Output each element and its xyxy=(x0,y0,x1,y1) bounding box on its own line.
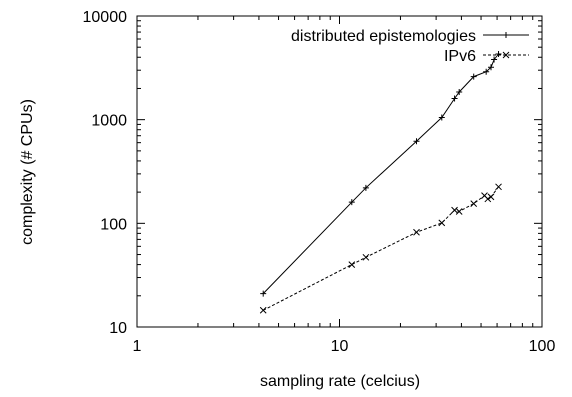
data-point xyxy=(483,68,490,75)
data-point xyxy=(487,193,495,201)
legend-marker xyxy=(502,51,510,59)
data-point xyxy=(362,184,369,191)
series-0 xyxy=(260,50,502,297)
data-point xyxy=(259,306,267,314)
legend: distributed epistemologies IPv6 xyxy=(291,28,529,65)
y-tick-label: 1000 xyxy=(91,113,127,130)
data-point xyxy=(451,95,458,102)
data-point xyxy=(260,290,267,297)
data-point xyxy=(495,183,502,191)
legend-marker xyxy=(503,32,509,38)
data-point xyxy=(456,88,463,95)
data-point xyxy=(484,195,492,203)
series-line xyxy=(262,186,499,311)
legend-label: distributed epistemologies xyxy=(291,28,476,45)
data-point xyxy=(470,73,477,80)
data-point xyxy=(438,219,446,227)
x-tick-label: 10 xyxy=(331,338,349,355)
y-tick-label: 10000 xyxy=(83,9,128,26)
y-tick-label: 10 xyxy=(109,320,127,337)
plot-frame xyxy=(136,15,543,328)
data-point xyxy=(438,114,445,121)
x-tick-label: 100 xyxy=(529,338,556,355)
y-axis-label: complexity (# CPUs) xyxy=(19,99,36,245)
data-point xyxy=(348,199,355,206)
data-point xyxy=(348,261,356,268)
data-point xyxy=(495,50,502,57)
x-axis-label: sampling rate (celcius) xyxy=(260,373,420,390)
data-point xyxy=(413,138,420,145)
data-point xyxy=(413,228,420,236)
legend-label: IPv6 xyxy=(444,48,476,65)
y-axis: 10 100 1000 10000 xyxy=(83,9,542,337)
x-axis: 1 10 100 xyxy=(133,16,556,355)
data-point xyxy=(488,64,495,71)
data-point xyxy=(362,253,370,261)
series-layer xyxy=(259,50,502,314)
data-point xyxy=(451,206,458,214)
data-point xyxy=(491,56,498,63)
data-point xyxy=(455,208,463,215)
data-point xyxy=(470,200,478,207)
y-tick-label: 100 xyxy=(100,216,127,233)
x-tick-label: 1 xyxy=(133,338,142,355)
series-line xyxy=(262,53,499,294)
series-1 xyxy=(259,183,502,314)
